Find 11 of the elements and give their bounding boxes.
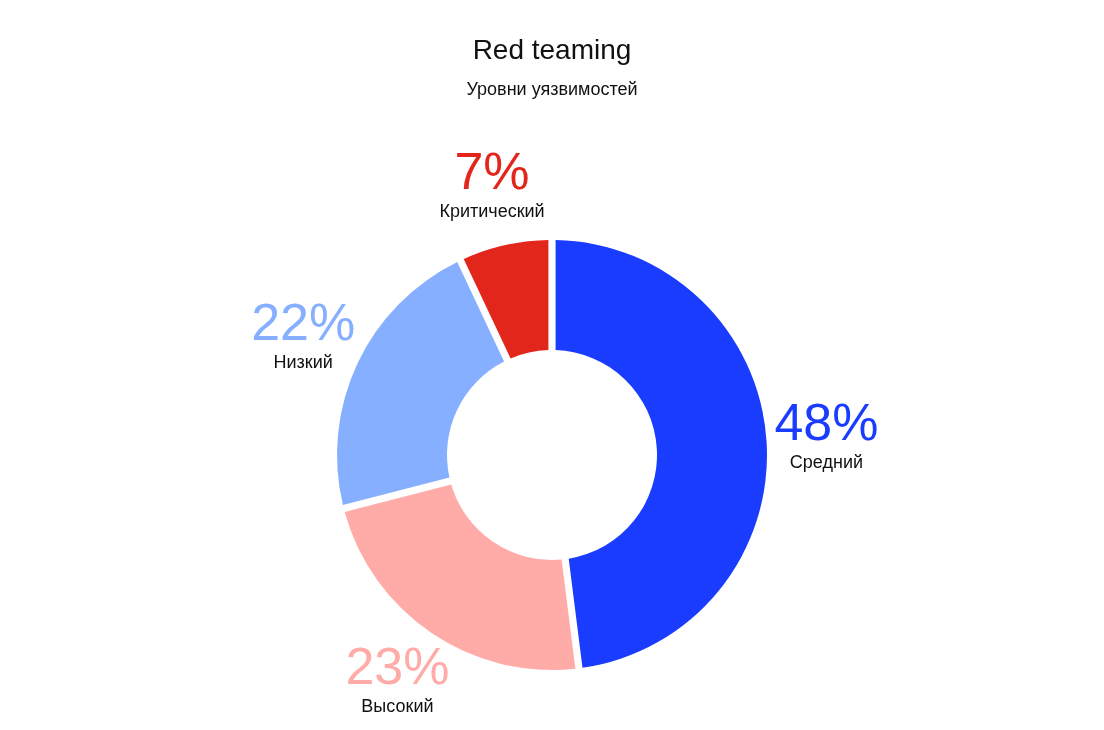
slice-label: Критический — [439, 200, 545, 221]
chart-title: Red teaming — [472, 33, 632, 65]
slice-label: Низкий — [273, 351, 333, 372]
slice-label: Средний — [789, 451, 864, 472]
data-label: 7% — [454, 141, 530, 200]
data-label: 23% — [345, 637, 450, 696]
data-label: 22% — [251, 292, 356, 351]
donut-slice — [555, 240, 767, 668]
chart-subtitle: Уровни уязвимостей — [466, 78, 638, 99]
data-label: 48% — [774, 392, 879, 451]
slice-label: Высокий — [361, 696, 434, 717]
